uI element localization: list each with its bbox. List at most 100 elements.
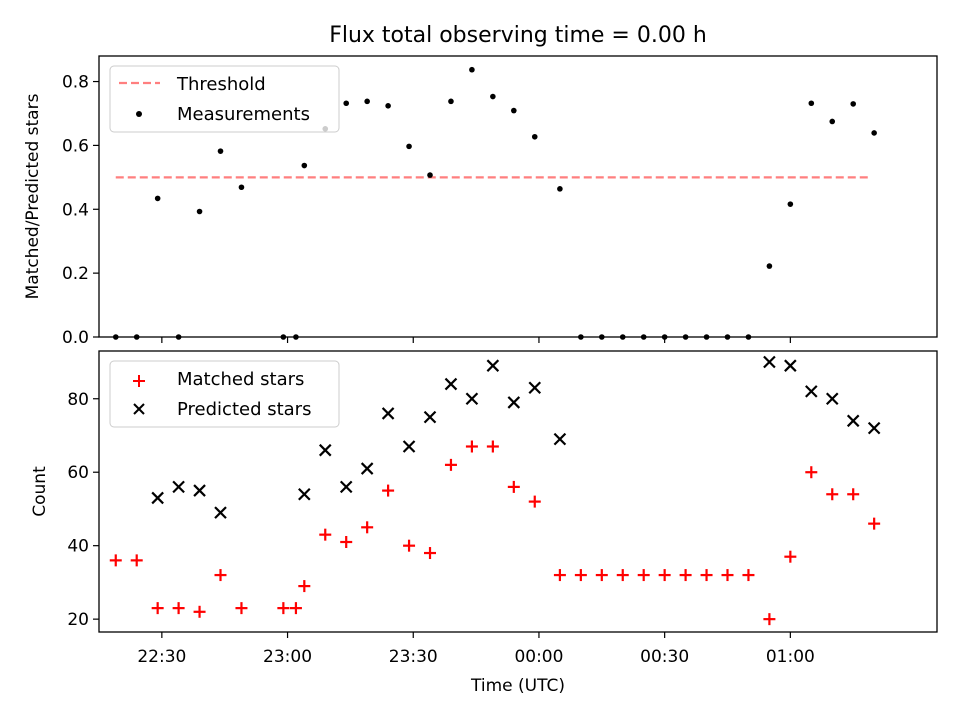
measurement-point bbox=[196, 208, 203, 215]
matched-star-point bbox=[616, 569, 629, 582]
measurement-point bbox=[427, 172, 433, 178]
xtick-label: 22:30 bbox=[137, 647, 186, 667]
top-ytick-label: 0.8 bbox=[62, 73, 89, 93]
predicted-star-point bbox=[784, 359, 797, 372]
predicted-star-point bbox=[846, 414, 860, 428]
matched-star-point bbox=[507, 480, 520, 493]
matched-star-point bbox=[763, 613, 776, 626]
predicted-star-point bbox=[298, 487, 311, 501]
measurement-point bbox=[364, 98, 370, 105]
xtick-label: 23:30 bbox=[389, 647, 438, 667]
bottom-ytick-label: 40 bbox=[67, 537, 89, 557]
matched-star-point bbox=[486, 440, 499, 453]
matched-star-point bbox=[382, 484, 395, 497]
top-axes: 0.00.20.40.60.8 Matched/Predicted stars … bbox=[23, 55, 938, 348]
matched-star-point bbox=[289, 602, 302, 615]
predicted-star-point bbox=[528, 381, 542, 395]
matched-star-point bbox=[193, 605, 206, 618]
predicted-star-point bbox=[553, 432, 567, 446]
top-ytick-label: 0.4 bbox=[62, 200, 89, 220]
top-ytick-label: 0.2 bbox=[62, 264, 89, 284]
predicted-star-point bbox=[360, 462, 374, 475]
matched-star-point bbox=[700, 569, 713, 582]
matched-star-point bbox=[679, 569, 692, 582]
predicted-star-point bbox=[423, 410, 437, 424]
matched-star-point bbox=[214, 569, 227, 582]
predicted-star-point bbox=[339, 480, 353, 494]
predicted-star-point bbox=[825, 392, 839, 406]
predicted-star-point bbox=[381, 407, 395, 420]
matched-star-point bbox=[109, 554, 122, 567]
top-legend: Threshold Measurements bbox=[109, 65, 340, 133]
matched-star-point bbox=[805, 466, 818, 479]
predicted-star-point bbox=[444, 377, 458, 391]
predicted-star-point bbox=[507, 396, 521, 409]
matched-star-point bbox=[658, 569, 671, 582]
measurement-point bbox=[808, 100, 815, 107]
matched-star-point bbox=[403, 539, 416, 552]
matched-star-point bbox=[319, 528, 332, 541]
measurement-point bbox=[557, 186, 563, 192]
chart-title: Flux total observing time = 0.00 h bbox=[329, 23, 707, 48]
top-ytick-label: 0.6 bbox=[62, 136, 89, 156]
matched-star-point bbox=[172, 602, 185, 615]
xtick-label: 00:00 bbox=[514, 647, 563, 667]
measurement-point bbox=[238, 184, 245, 191]
measurement-point bbox=[829, 118, 836, 125]
bottom-ytick-label: 20 bbox=[67, 610, 89, 630]
measurement-point bbox=[766, 263, 773, 269]
predicted-star-point bbox=[465, 392, 479, 406]
legend-measurements-label: Measurements bbox=[177, 104, 310, 125]
measurement-point bbox=[385, 103, 391, 109]
predicted-star-point bbox=[151, 491, 164, 505]
x-axis-label: Time (UTC) bbox=[470, 676, 565, 696]
bottom-plot-area bbox=[109, 355, 881, 626]
measurement-point bbox=[406, 143, 412, 150]
predicted-star-point bbox=[318, 443, 332, 457]
matched-star-point bbox=[424, 547, 437, 560]
matched-star-point bbox=[574, 569, 587, 582]
measurement-point bbox=[850, 101, 856, 107]
matched-star-point bbox=[235, 602, 248, 615]
xtick-label: 23:00 bbox=[263, 647, 312, 667]
predicted-star-point bbox=[805, 385, 818, 398]
predicted-star-point bbox=[214, 506, 227, 519]
matched-star-point bbox=[361, 521, 374, 534]
predicted-star-point bbox=[172, 480, 185, 494]
measurement-point bbox=[511, 107, 517, 114]
matched-star-point bbox=[553, 569, 566, 582]
xtick-label: 01:00 bbox=[766, 647, 815, 667]
bottom-y-axis-label: Count bbox=[30, 466, 50, 517]
measurement-point bbox=[217, 148, 224, 154]
predicted-star-point bbox=[486, 359, 500, 372]
matched-star-point bbox=[465, 440, 478, 453]
matched-star-point bbox=[340, 536, 353, 549]
matched-star-point bbox=[847, 488, 860, 501]
predicted-star-point bbox=[763, 355, 776, 369]
matched-star-point bbox=[742, 569, 755, 582]
xtick-label: 00:30 bbox=[640, 647, 689, 667]
measurement-point bbox=[531, 133, 538, 140]
matched-star-point bbox=[444, 458, 457, 471]
measurement-point bbox=[301, 162, 308, 169]
top-ytick-label: 0.0 bbox=[62, 328, 89, 348]
matched-star-point bbox=[277, 602, 290, 615]
matched-star-point bbox=[868, 517, 881, 530]
bottom-ytick-label: 60 bbox=[67, 463, 89, 483]
measurement-point bbox=[787, 201, 794, 207]
measurement-point bbox=[871, 130, 877, 136]
matched-star-point bbox=[637, 569, 650, 582]
top-y-axis-label: Matched/Predicted stars bbox=[23, 93, 43, 299]
top-plot-area bbox=[112, 66, 877, 340]
matched-star-point bbox=[151, 602, 164, 615]
legend-threshold-label: Threshold bbox=[176, 74, 266, 95]
measurement-point bbox=[448, 98, 454, 105]
predicted-star-point bbox=[867, 421, 881, 435]
legend-matched-swatch bbox=[133, 375, 145, 387]
matched-star-point bbox=[298, 580, 311, 593]
measurement-point bbox=[343, 100, 350, 107]
matched-star-point bbox=[826, 488, 839, 501]
legend-measurements-swatch bbox=[136, 111, 142, 117]
